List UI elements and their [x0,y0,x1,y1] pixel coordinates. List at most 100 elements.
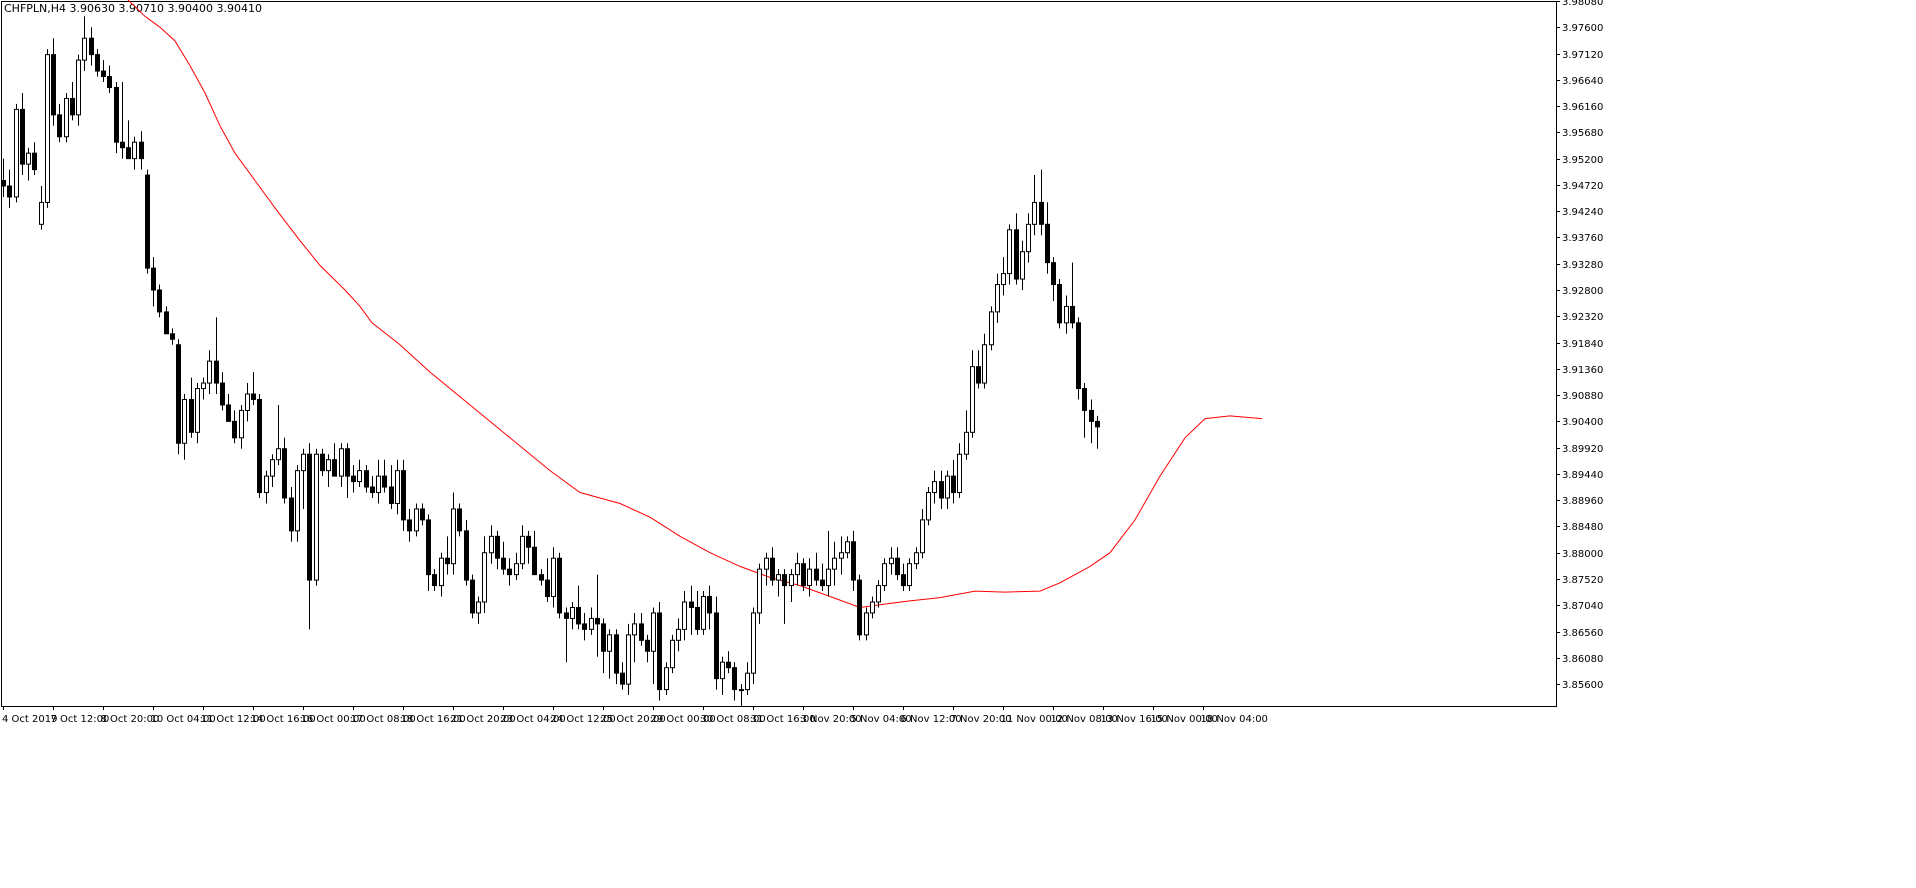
candle-body [989,311,994,346]
candle-body [1020,251,1025,280]
y-tick-label: 3.86560 [1562,628,1603,639]
candle-body [26,152,31,165]
candle [970,350,975,438]
candle-body [176,344,181,444]
candle-body [907,563,912,587]
x-tick-label: 7 Oct 12:00 [51,714,110,725]
candle-body [301,453,306,472]
x-tick-label: 12 Nov 08:00 [1051,714,1118,725]
candle [470,574,475,619]
candle-body [107,76,112,88]
y-tick-label: 3.96160 [1562,102,1603,113]
x-tick-label: 13 Nov 16:00 [1101,714,1168,725]
x-tick-label: 3 Nov 20:00 [801,714,862,725]
candle [757,563,762,624]
candle-body [1070,305,1075,324]
candle-body [801,563,806,587]
candle-body [126,147,131,160]
x-tick-label: 25 Oct 20:00 [601,714,666,725]
candle-body [751,612,756,674]
candle-body [364,470,369,488]
candle-body [945,475,950,499]
candle-body [51,54,56,116]
candle [720,656,725,696]
candle [251,372,256,405]
y-tick-label: 3.97600 [1562,23,1603,34]
y-tick-label: 3.89920 [1562,444,1603,455]
y-tick-label: 3.93280 [1562,260,1603,271]
candle [32,142,37,176]
candle-body [157,289,162,313]
y-tick-label: 3.91360 [1562,365,1603,376]
candle-body [432,574,437,587]
candle-body [957,453,962,494]
candle [295,465,300,542]
candle-body [482,552,487,603]
candle [539,569,544,586]
candle [95,49,100,77]
candle-body [570,606,575,619]
candle [576,585,581,630]
candle-body [776,574,781,581]
candle [145,169,150,274]
candle [945,470,950,509]
candle [439,552,444,597]
candle [401,459,406,531]
candle-body [401,470,406,521]
candle-body [151,267,156,291]
candle [276,404,281,466]
candle-body [951,475,956,494]
candle [989,306,994,351]
candle-body [714,612,719,680]
candle [776,569,781,597]
candle-body [64,97,69,138]
candle [126,120,131,160]
candle [601,618,606,674]
candle [495,530,500,570]
y-tick-label: 3.96640 [1562,76,1603,87]
candle-body [726,661,731,669]
candle [257,394,262,499]
candle-body [395,470,400,504]
candle-body [970,366,975,433]
x-tick-label: 31 Oct 16:00 [751,714,816,725]
y-tick-label: 3.88960 [1562,496,1603,507]
candle-body [70,97,75,116]
candle [176,339,181,455]
candle-body [857,579,862,636]
candle [45,49,50,208]
y-tick-label: 3.90880 [1562,391,1603,402]
candle-body [220,382,225,406]
candle [382,459,387,493]
candle [714,596,719,690]
candle [939,470,944,509]
candle [1039,169,1044,236]
candle-body [507,568,512,576]
candle-body [1082,388,1087,411]
candle-body [464,530,469,581]
candle-body [664,667,669,691]
candle [195,383,200,444]
candle-body [576,606,581,625]
candle-body [545,579,550,598]
chart-title: CHFPLN,H4 3.90630 3.90710 3.90400 3.9041… [4,2,262,15]
candle [695,591,700,635]
candle-body [701,596,706,630]
candle-body [851,541,856,581]
candle [214,317,219,395]
x-tick-label: 21 Oct 20:00 [451,714,516,725]
candle [976,350,981,389]
candle [1026,213,1031,263]
candle-body [845,541,850,554]
candle [982,333,987,389]
candle [739,684,744,706]
candle-body [789,574,794,587]
candle [207,350,212,395]
candle [632,612,637,663]
candle [1020,240,1025,291]
candle [232,410,237,444]
candle-body [14,108,19,198]
candle [1064,295,1069,334]
